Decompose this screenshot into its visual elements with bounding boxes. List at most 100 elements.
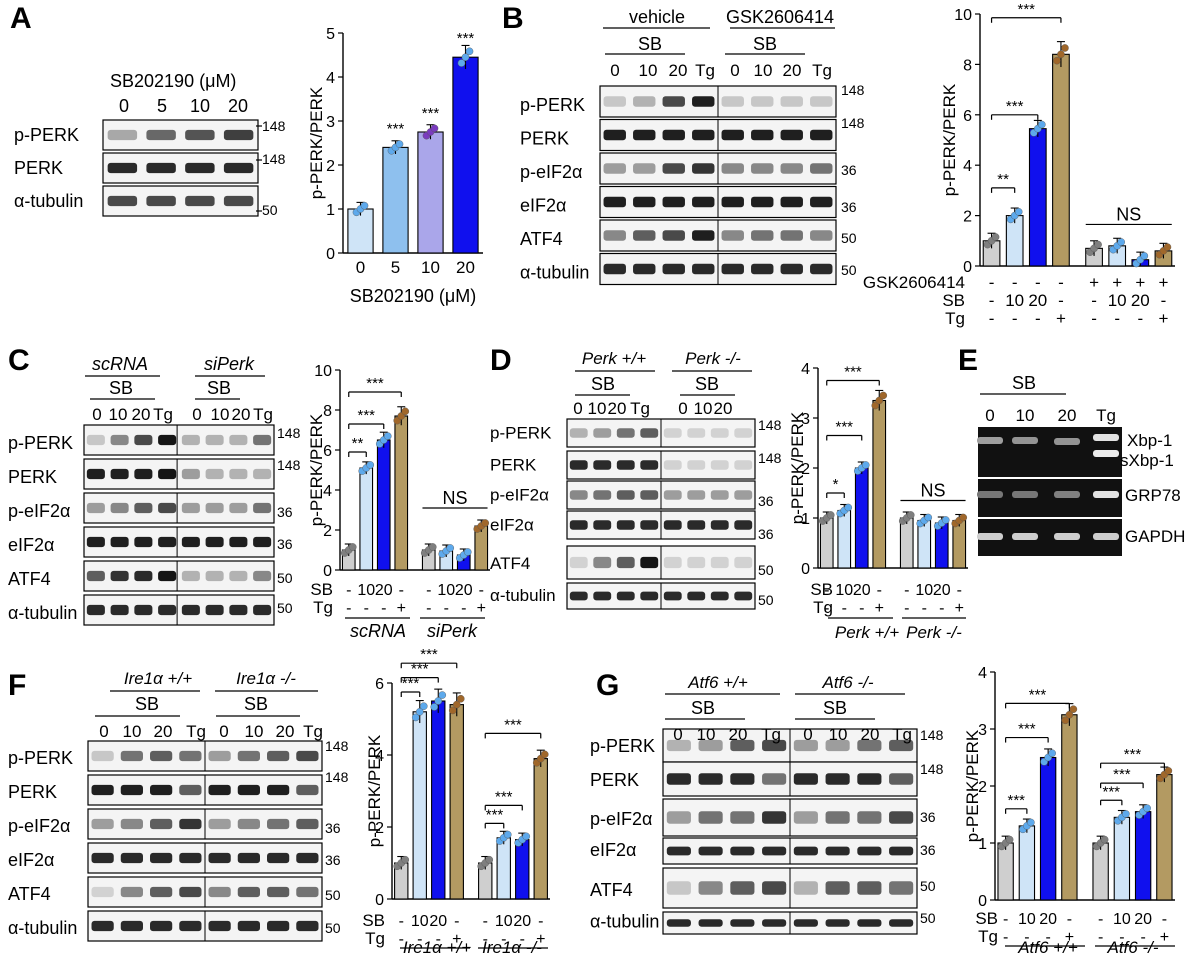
- lane-label: Tg: [630, 399, 650, 418]
- band: [181, 604, 200, 616]
- band: [150, 886, 173, 898]
- band: [721, 230, 744, 241]
- panel-b-blot-atf4: [599, 219, 837, 252]
- bar: [1052, 53, 1070, 267]
- lane-label: 0: [803, 725, 812, 744]
- lane-label: 20: [154, 722, 173, 741]
- panel-a-blot-perk: [102, 152, 259, 184]
- x-tick-label: 10: [421, 258, 440, 277]
- data-point: [844, 503, 853, 512]
- y-tick-label: 10: [954, 7, 972, 24]
- band: [593, 460, 612, 470]
- band: [229, 536, 248, 548]
- band: [616, 520, 635, 530]
- panel-letter-G: G: [596, 669, 619, 702]
- sb-label: SB: [109, 378, 133, 398]
- band: [730, 919, 755, 927]
- group-label: Perk -/-: [685, 349, 741, 368]
- data-point: [446, 544, 455, 552]
- condition-value: -: [1137, 309, 1143, 328]
- band: [640, 520, 659, 530]
- bar: [1061, 714, 1078, 901]
- band: [710, 460, 729, 470]
- band: [793, 811, 818, 824]
- data-point: [430, 124, 439, 133]
- band: [134, 604, 153, 616]
- row-label: p-PERK: [14, 125, 79, 145]
- x-tick-label: 5: [391, 258, 400, 277]
- mw-marker: 148: [841, 82, 865, 98]
- lane-label: 10: [1016, 406, 1035, 425]
- data-point: [1053, 56, 1061, 65]
- mw-marker: 148: [262, 151, 286, 167]
- condition-value: -: [479, 582, 484, 599]
- band: [889, 773, 914, 785]
- condition-value: +: [536, 931, 545, 948]
- condition-value: -: [426, 582, 431, 599]
- bar-chart-D: [813, 367, 968, 569]
- bar: [872, 399, 887, 569]
- data-point: [448, 706, 457, 715]
- band: [120, 750, 143, 762]
- panel-letter-B: B: [502, 2, 524, 35]
- band: [181, 536, 200, 548]
- band: [107, 129, 138, 141]
- condition-value: 20: [1039, 911, 1057, 928]
- band: [640, 591, 659, 601]
- mw-marker: 50: [841, 262, 857, 278]
- band: [593, 556, 612, 569]
- mw-marker: 36: [325, 820, 341, 836]
- mw-marker: 36: [277, 536, 293, 552]
- group-label: scRNA: [92, 354, 148, 374]
- bar: [997, 842, 1014, 901]
- row-label: ATF4: [590, 880, 633, 900]
- condition-value: 10: [411, 913, 429, 930]
- comparison-label: ***: [1006, 98, 1024, 115]
- data-point: [871, 401, 880, 410]
- band: [616, 591, 635, 601]
- panel-d-blot-atf4: [566, 545, 756, 580]
- band: [857, 846, 882, 856]
- condition-value: -: [1140, 929, 1145, 946]
- condition-value: -: [1003, 929, 1008, 946]
- condition-value: -: [1067, 911, 1072, 928]
- band: [662, 196, 685, 208]
- band: [593, 591, 612, 601]
- band: [663, 520, 682, 530]
- band: [296, 920, 319, 932]
- lane-label: Tg: [761, 725, 781, 744]
- band: [205, 604, 224, 616]
- band: [267, 920, 290, 932]
- band: [762, 919, 787, 927]
- condition-value: -: [346, 582, 351, 599]
- band: [730, 881, 755, 895]
- band: [120, 818, 143, 830]
- x-group-label: Ire1α -/-: [482, 938, 542, 957]
- condition-value: -: [1058, 273, 1064, 292]
- condition-value: -: [1162, 911, 1167, 928]
- band: [158, 502, 177, 514]
- band: [640, 460, 659, 470]
- band: [146, 162, 176, 174]
- bar: [382, 146, 409, 254]
- group-label: Ire1α +/+: [124, 669, 192, 688]
- gel-band: [1093, 491, 1119, 498]
- comparison-label: NS: [1116, 204, 1141, 224]
- band: [710, 520, 729, 530]
- mw-marker: 50: [841, 230, 857, 246]
- band: [721, 263, 744, 275]
- mw-marker: 50: [262, 202, 278, 218]
- condition-value: -: [842, 600, 847, 617]
- data-point: [438, 691, 447, 699]
- condition-value: -: [520, 931, 525, 948]
- y-tick-label: 4: [323, 483, 332, 500]
- mw-marker: 36: [758, 526, 774, 542]
- panel-c-blot-perk: [83, 458, 275, 490]
- panel-g-blot-perk: [662, 761, 918, 797]
- y-tick-label: 1: [326, 202, 335, 219]
- condition-value: -: [1091, 309, 1097, 328]
- data-point: [906, 511, 915, 519]
- sb-label: SB: [1012, 373, 1036, 393]
- y-tick-label: 2: [801, 461, 810, 478]
- condition-value: +: [955, 600, 964, 617]
